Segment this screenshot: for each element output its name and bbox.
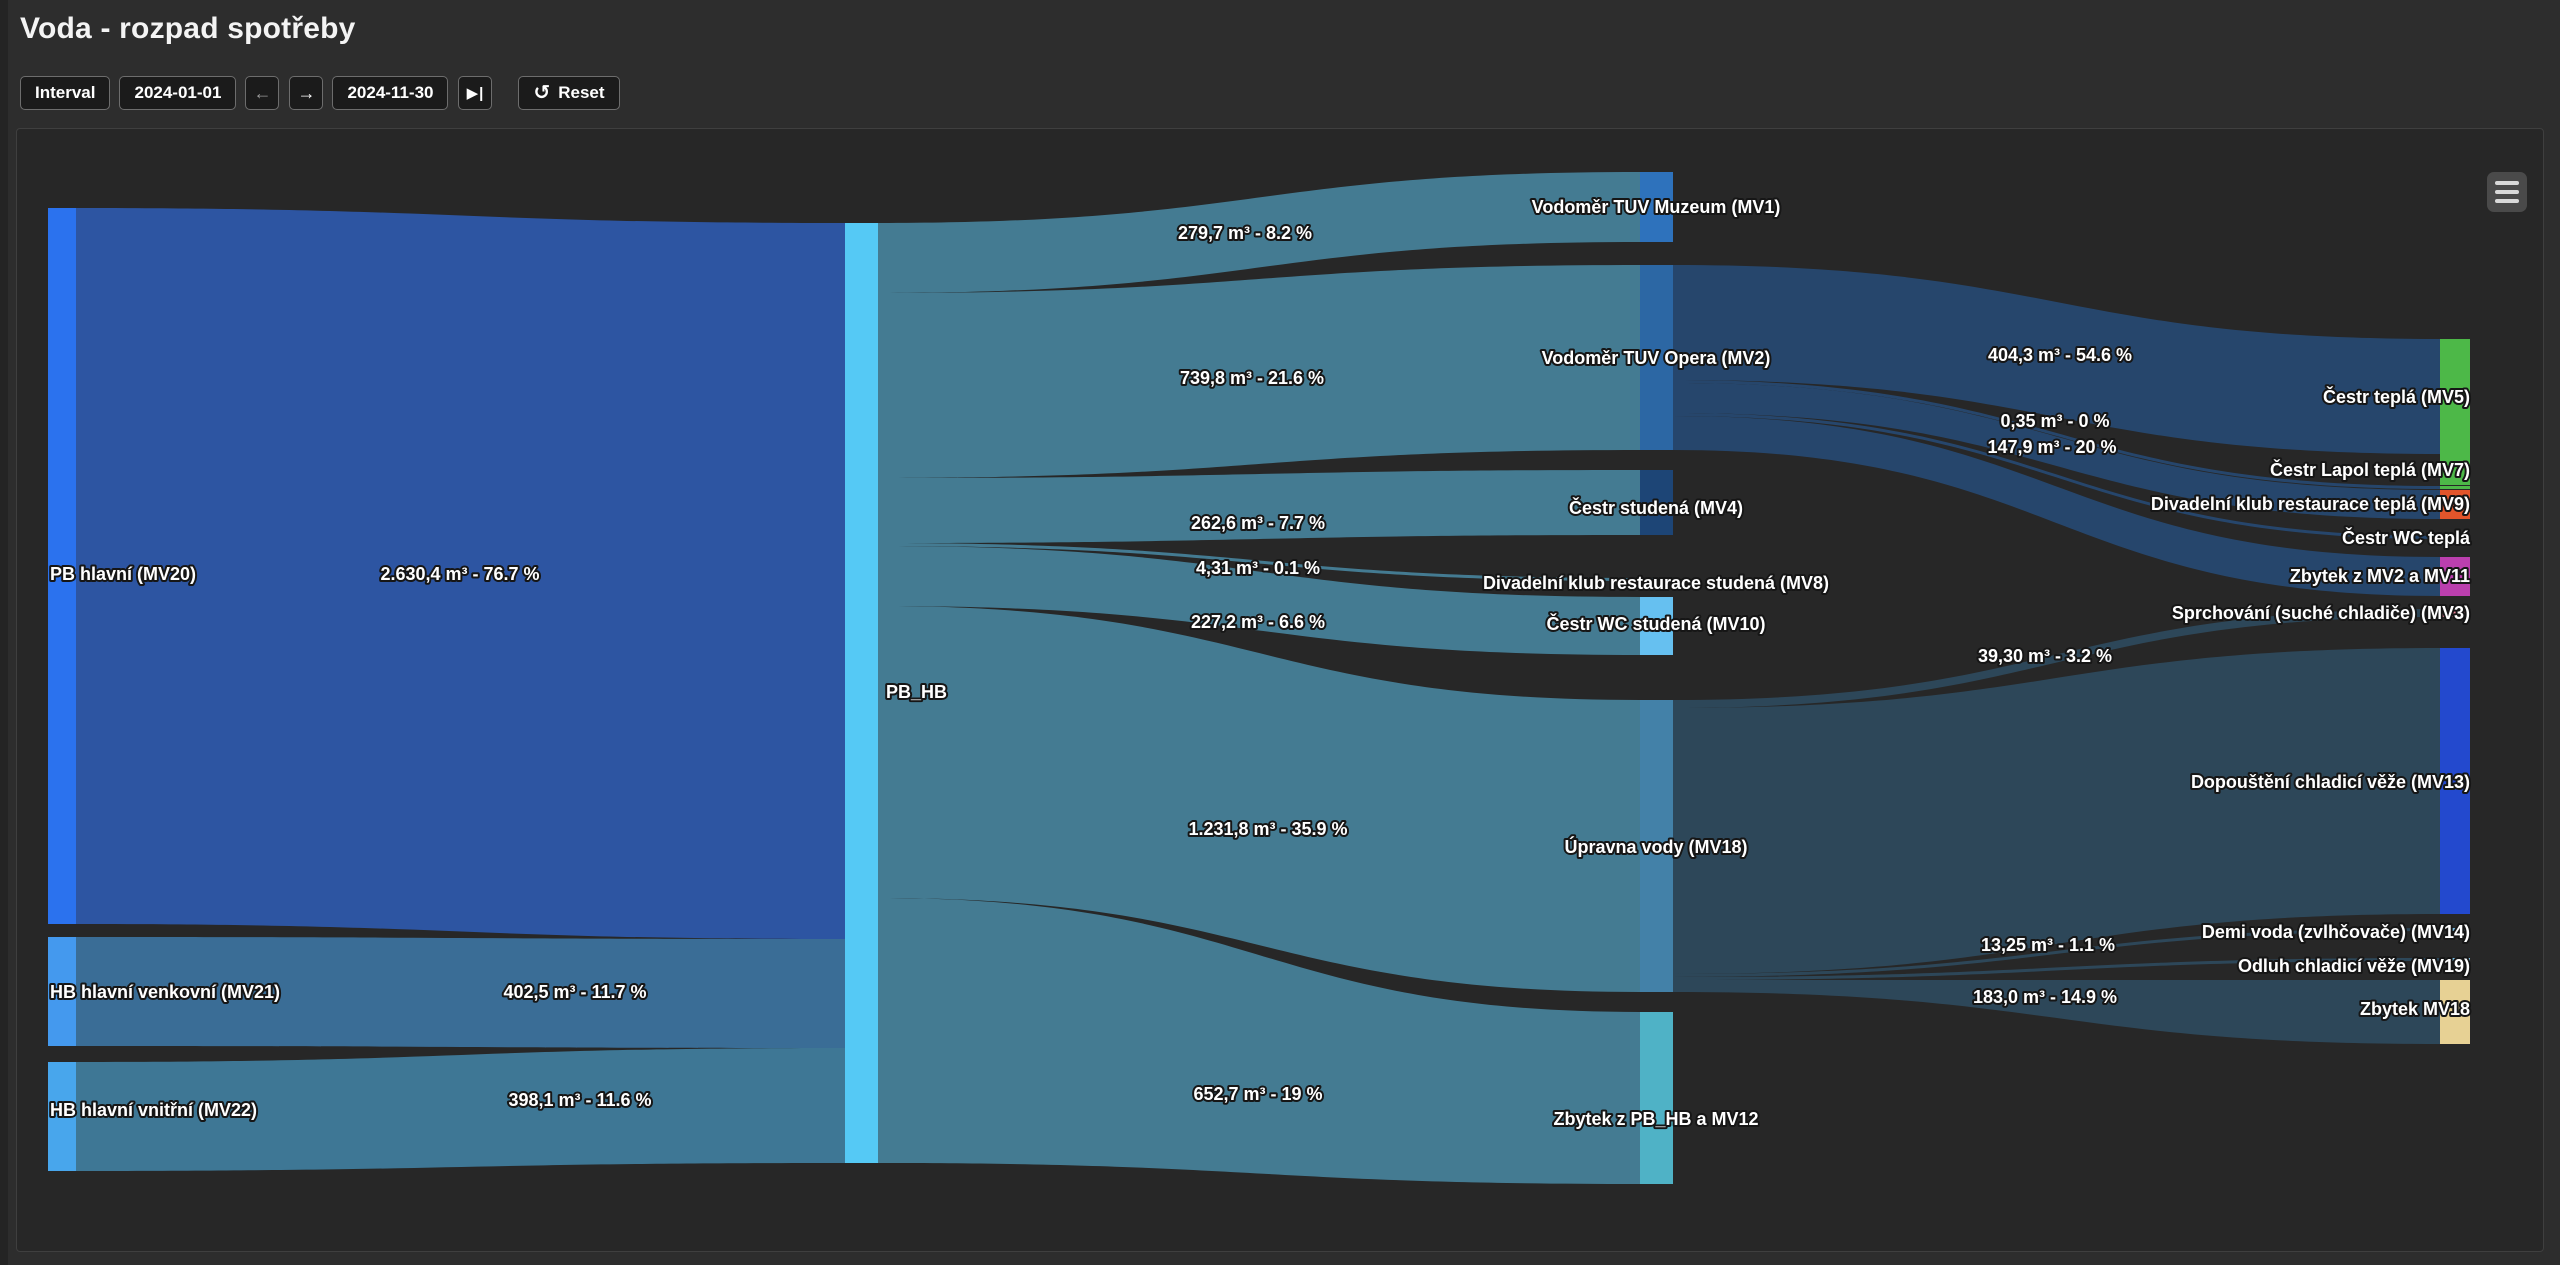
flow-label-pbhb-mv8: 4,31 m³ - 0.1 %: [1196, 558, 1320, 578]
flow-mv18-mv19[interactable]: [1673, 958, 2440, 980]
flow-pbhb-mv18[interactable]: [878, 606, 1640, 992]
date-to-field[interactable]: 2024-11-30: [332, 76, 449, 110]
flow-pbhb-mv1[interactable]: [878, 172, 1640, 293]
node-label-zbytek_mv18: Zbytek MV18: [2360, 999, 2470, 1019]
reset-button[interactable]: ↺ Reset: [518, 76, 620, 110]
node-mv14[interactable]: [2440, 928, 2470, 931]
flow-mv2-mv7[interactable]: [1673, 380, 2440, 489]
node-label-mv21: HB hlavní venkovní (MV21): [50, 982, 280, 1002]
flow-label-mv2-mv7: 0,35 m³ - 0 %: [2000, 411, 2109, 431]
flow-label-mv2-mv9: 147,9 m³ - 20 %: [1987, 437, 2116, 457]
node-mv9[interactable]: [2440, 490, 2470, 519]
node-mv10[interactable]: [1640, 597, 1673, 655]
node-zbytek_mv2[interactable]: [2440, 557, 2470, 596]
flow-mv2-mv9[interactable]: [1673, 383, 2440, 519]
node-wc_tepla[interactable]: [2440, 536, 2470, 539]
node-label-wc_tepla: Čestr WC teplá: [2342, 527, 2471, 548]
skip-to-end-button[interactable]: ▶|: [458, 76, 493, 110]
flow-pbhb-mv2[interactable]: [878, 265, 1640, 478]
interval-button[interactable]: Interval: [20, 76, 111, 110]
flow-mv18-mv13[interactable]: [1673, 648, 2440, 974]
node-mv19[interactable]: [2440, 958, 2470, 961]
node-label-mv10: Čestr WC studená (MV10): [1546, 613, 1765, 634]
node-mv3[interactable]: [2440, 609, 2470, 617]
flow-label-mv18-mv14: 13,25 m³ - 1.1 %: [1981, 935, 2115, 955]
flow-label-mv18-mv3: 39,30 m³ - 3.2 %: [1978, 646, 2112, 666]
flow-mv20-pbhb[interactable]: [76, 208, 845, 939]
flow-mv18-mv3[interactable]: [1673, 609, 2440, 708]
node-label-mv2: Vodoměr TUV Opera (MV2): [1542, 348, 1771, 368]
node-label-mv19: Odluh chladicí věže (MV19): [2238, 956, 2470, 976]
node-label-mv7: Čestr Lapol teplá (MV7): [2270, 459, 2470, 480]
flow-mv2-wc_tepla[interactable]: [1673, 413, 2440, 539]
export-menu-button[interactable]: [2487, 172, 2527, 212]
flow-pbhb-mv10[interactable]: [878, 546, 1640, 655]
flow-label-mv2-mv5: 404,3 m³ - 54.6 %: [1988, 345, 2132, 365]
node-mv8[interactable]: [1640, 578, 1673, 581]
skip-end-icon: ▶|: [466, 85, 485, 102]
prev-interval-button[interactable]: ←: [245, 76, 280, 110]
node-mv18[interactable]: [1640, 700, 1673, 992]
flow-label-mv20-pbhb: 2.630,4 m³ - 76.7 %: [380, 564, 539, 584]
flow-pbhb-mv4[interactable]: [878, 470, 1640, 543]
node-label-mv20: PB hlavní (MV20): [50, 564, 196, 584]
node-label-mv18: Úpravna vody (MV18): [1564, 836, 1747, 857]
hamburger-icon: [2495, 181, 2519, 185]
node-mv13[interactable]: [2440, 648, 2470, 914]
node-label-zbytek_pbhb: Zbytek z PB_HB a MV12: [1553, 1109, 1758, 1129]
flow-label-pbhb-mv4: 262,6 m³ - 7.7 %: [1191, 513, 1325, 533]
node-label-mv1: Vodoměr TUV Muzeum (MV1): [1532, 197, 1781, 217]
node-zbytek_pbhb[interactable]: [1640, 1012, 1673, 1184]
flow-label-mv21-pbhb: 402,5 m³ - 11.7 %: [503, 982, 646, 1002]
node-label-mv13: Dopouštění chladicí věže (MV13): [2191, 772, 2470, 792]
flow-mv2-mv5[interactable]: [1673, 265, 2440, 454]
node-pbhb[interactable]: [845, 223, 878, 1163]
flow-mv18-mv14[interactable]: [1673, 928, 2440, 977]
page-title: Voda - rozpad spotřeby: [20, 12, 356, 45]
node-label-mv9: Divadelní klub restaurace teplá (MV9): [2151, 494, 2470, 514]
node-mv22[interactable]: [48, 1062, 76, 1171]
node-mv2[interactable]: [1640, 265, 1673, 450]
flow-pbhb-mv8[interactable]: [878, 543, 1640, 581]
flow-mv22-pbhb[interactable]: [76, 1048, 845, 1171]
node-mv1[interactable]: [1640, 172, 1673, 242]
node-mv21[interactable]: [48, 937, 76, 1046]
node-label-mv22: HB hlavní vnitřní (MV22): [50, 1100, 257, 1120]
interval-toolbar: Interval 2024-01-01 ← → 2024-11-30 ▶| ↺ …: [20, 76, 620, 110]
flow-label-pbhb-mv1: 279,7 m³ - 8.2 %: [1178, 223, 1312, 243]
date-from-field[interactable]: 2024-01-01: [119, 76, 237, 110]
flow-mv21-pbhb[interactable]: [76, 937, 845, 1048]
node-mv20[interactable]: [48, 208, 76, 924]
next-interval-button[interactable]: →: [289, 76, 324, 110]
node-mv5[interactable]: [2440, 339, 2470, 485]
arrow-left-icon: ←: [253, 82, 272, 103]
flow-pbhb-zbytek_pbhb[interactable]: [878, 898, 1640, 1184]
flow-label-mv22-pbhb: 398,1 m³ - 11.6 %: [508, 1090, 651, 1110]
flow-label-pbhb-mv18: 1.231,8 m³ - 35.9 %: [1188, 819, 1347, 839]
flow-label-pbhb-zbytek_pbhb: 652,7 m³ - 19 %: [1193, 1084, 1322, 1104]
flow-label-mv18-zbytek_mv18: 183,0 m³ - 14.9 %: [1973, 987, 2117, 1007]
flow-label-pbhb-mv2: 739,8 m³ - 21.6 %: [1180, 368, 1324, 388]
node-label-pbhb: PB_HB: [886, 682, 947, 702]
node-label-mv8: Divadelní klub restaurace studená (MV8): [1483, 573, 1829, 593]
node-zbytek_mv18[interactable]: [2440, 980, 2470, 1044]
arrow-right-icon: →: [297, 82, 316, 103]
flow-label-pbhb-mv10: 227,2 m³ - 6.6 %: [1191, 612, 1325, 632]
flow-mv18-zbytek_mv18[interactable]: [1673, 980, 2440, 1044]
node-label-mv14: Demi voda (zvlhčovače) (MV14): [2202, 922, 2470, 942]
page-left-edge: [0, 0, 8, 1265]
node-label-zbytek_mv2: Zbytek z MV2 a MV11: [2290, 566, 2470, 586]
reset-label: Reset: [558, 83, 605, 102]
node-label-mv5: Čestr teplá (MV5): [2323, 386, 2470, 407]
reset-icon: ↺: [533, 82, 551, 104]
flow-mv2-zbytek_mv2[interactable]: [1673, 416, 2440, 596]
node-mv7[interactable]: [2440, 486, 2470, 489]
node-label-mv4: Čestr studená (MV4): [1569, 497, 1743, 518]
node-label-mv3: Sprchování (suché chladiče) (MV3): [2172, 603, 2470, 623]
node-mv4[interactable]: [1640, 470, 1673, 535]
